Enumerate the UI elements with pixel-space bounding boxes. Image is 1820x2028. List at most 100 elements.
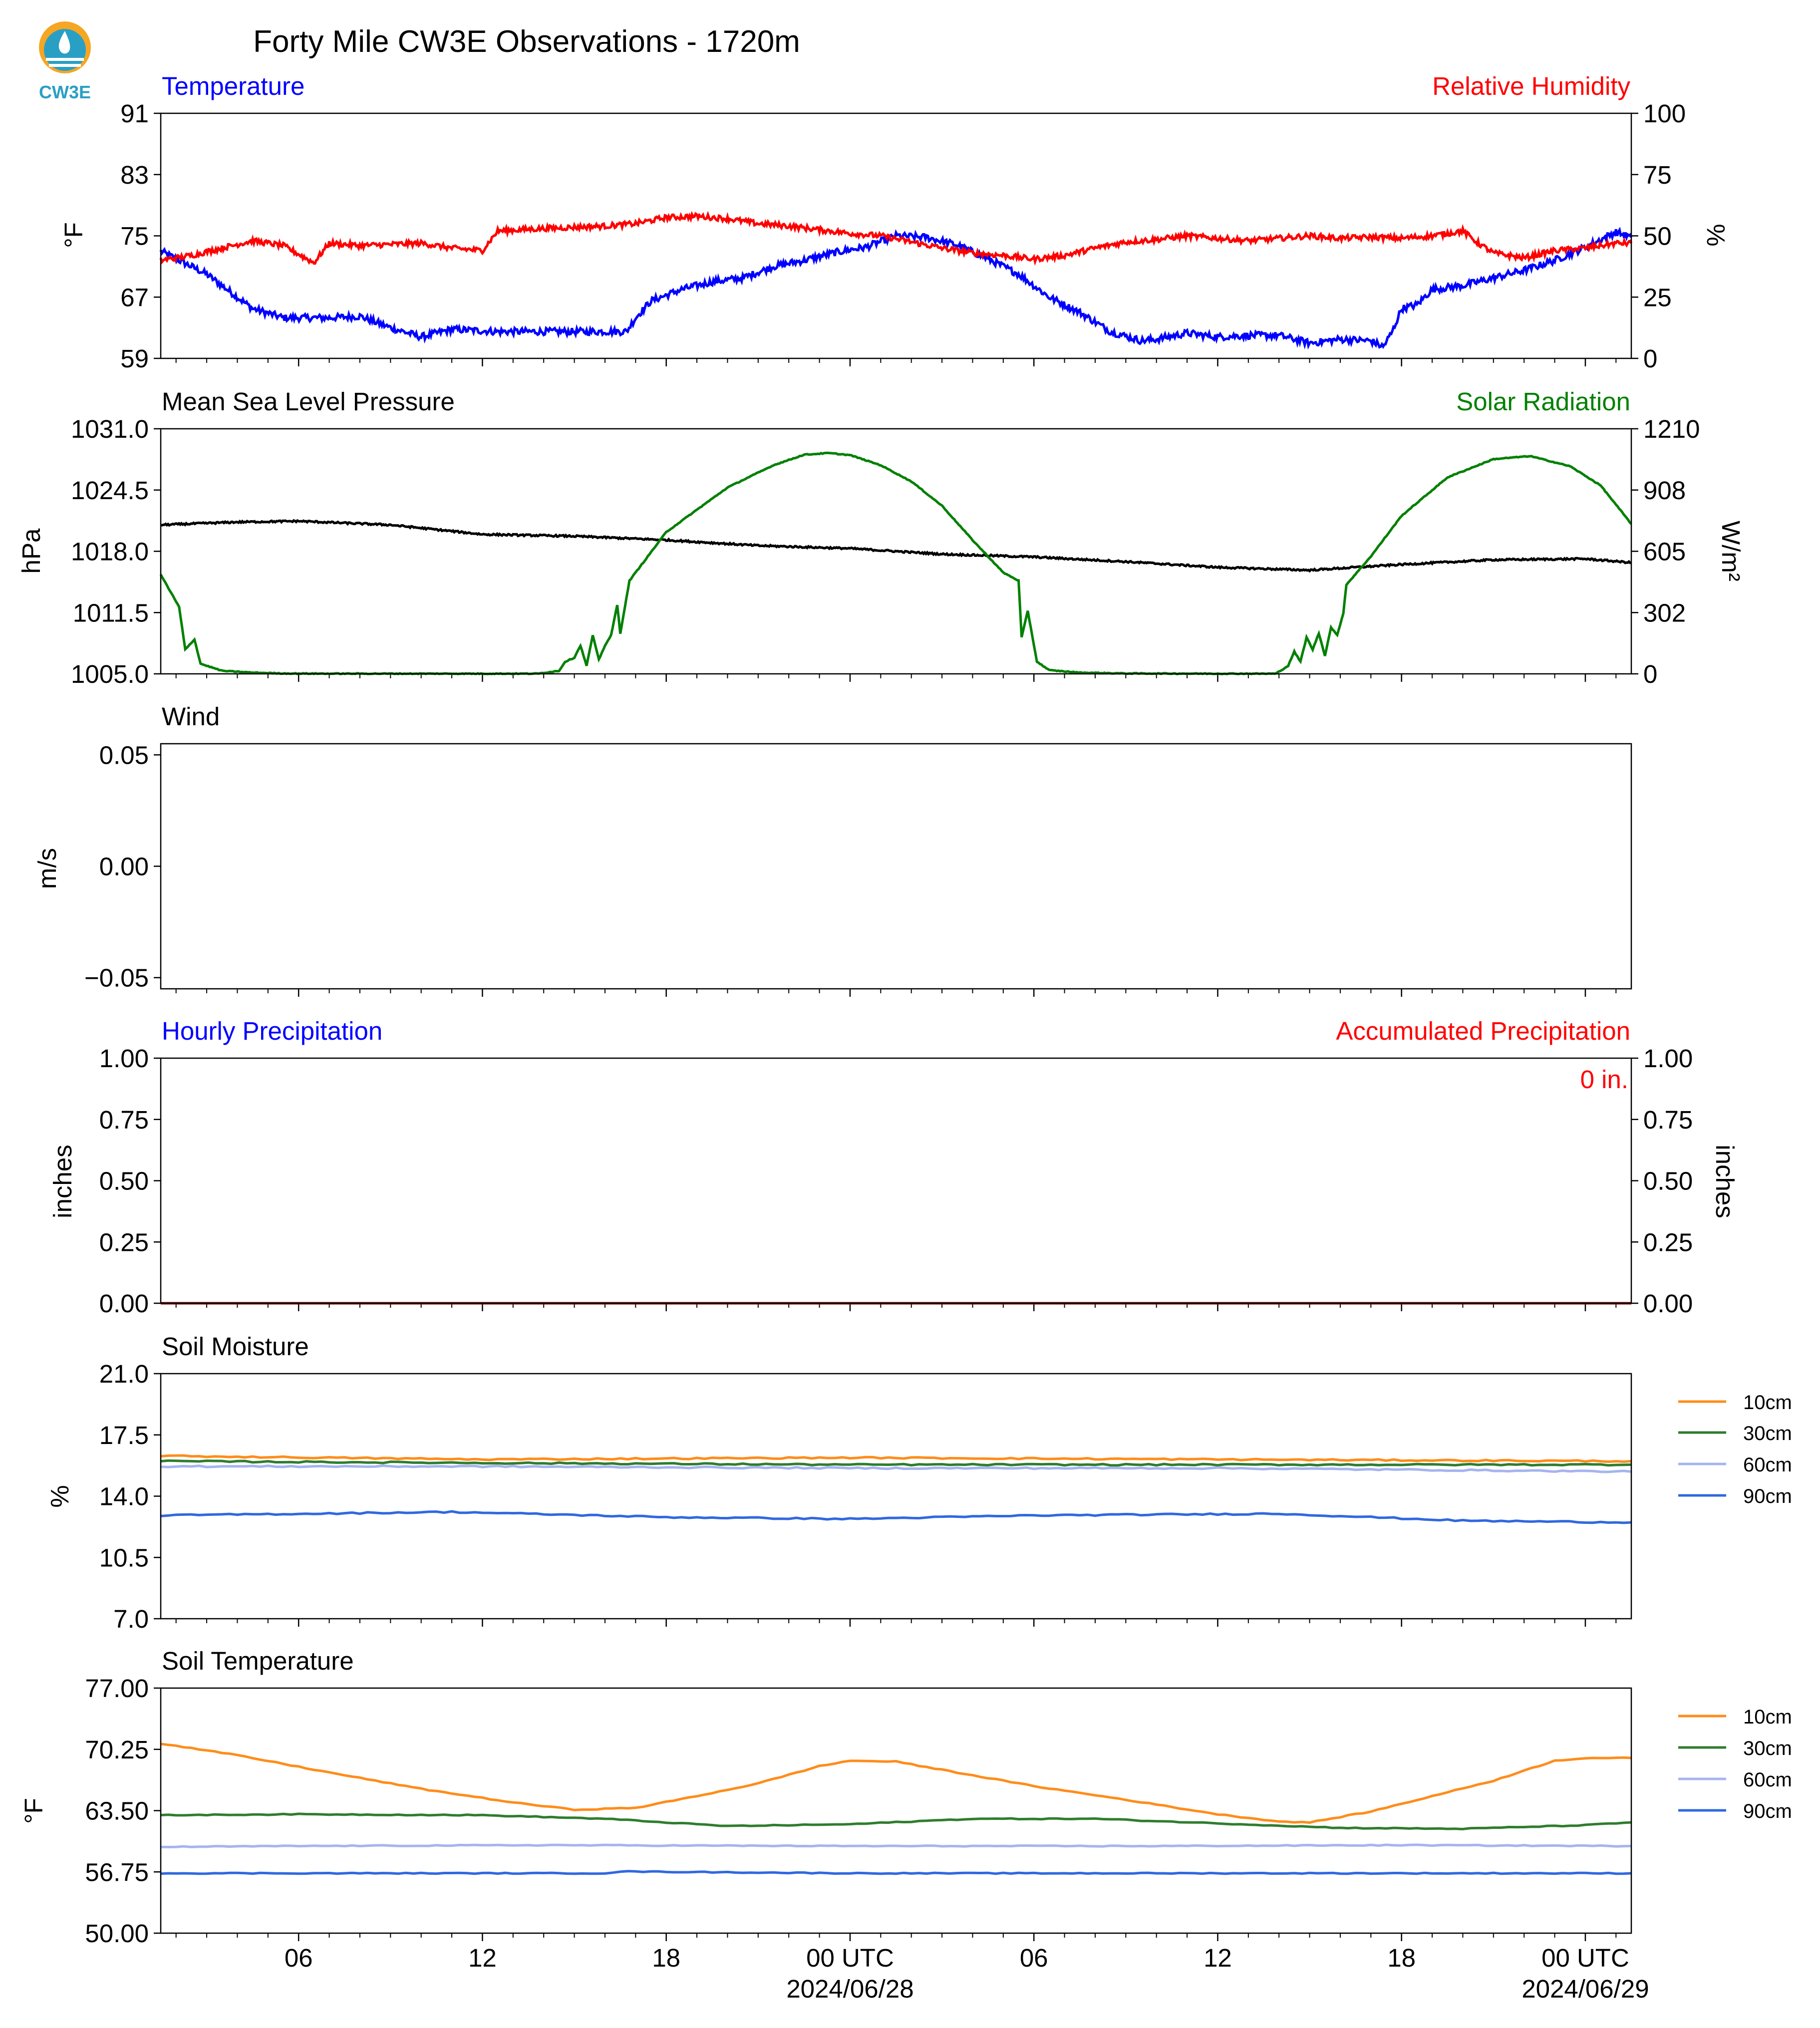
soil-moisture-y-ticks: 21.0 17.5 14.0 10.5 7.0 [99, 1360, 161, 1633]
x-tick-label: 06 [285, 1944, 313, 1972]
y-tick-label: 56.75 [85, 1858, 149, 1886]
y-tick-label: 10.5 [99, 1543, 149, 1572]
pressure-x-ticks [175, 674, 1617, 682]
solar-title: Solar Radiation [1456, 387, 1630, 416]
x-date-label: 2024/06/28 [786, 1975, 913, 2003]
panel-wind: Wind 0.05 0.00 −0.05 m/s [33, 702, 1632, 997]
pressure-title: Mean Sea Level Pressure [162, 387, 455, 416]
wind-x-ticks [175, 989, 1617, 997]
soil-moisture-plot-frame [160, 1373, 1632, 1620]
solar-y-ticks: 1210 908 605 302 0 [1631, 415, 1700, 688]
humidity-unit-label: % [1702, 224, 1730, 246]
soil-temperature-legend: 10cm 30cm 60cm 90cm [1678, 1706, 1792, 1822]
y-tick-label: 0.50 [99, 1167, 149, 1195]
legend-label-90cm: 90cm [1743, 1800, 1792, 1822]
panel-soil-temperature: Soil Temperature 77.00 70.25 63.50 56.75 50.… [19, 1647, 1792, 1948]
y-tick-label: 908 [1643, 476, 1686, 505]
y-tick-label: 1031.0 [71, 415, 149, 443]
temperature-x-ticks [175, 358, 1617, 366]
y-tick-label: 0.50 [1643, 1167, 1693, 1195]
hourly-precip-title: Hourly Precipitation [162, 1017, 382, 1045]
temperature-series-line [159, 227, 1633, 350]
y-tick-label: 605 [1643, 538, 1686, 566]
panel-pressure: Mean Sea Level Pressure Solar Radiation … [17, 387, 1745, 688]
logo-wave-icon [46, 58, 84, 61]
y-tick-label: 0.00 [99, 853, 149, 881]
soil-temp-90cm-line [160, 1870, 1632, 1875]
pressure-plot-frame [160, 428, 1632, 675]
y-tick-label: 14.0 [99, 1482, 149, 1511]
y-tick-label: 25 [1643, 283, 1672, 311]
pressure-series-line [160, 519, 1632, 573]
wind-unit-label: m/s [33, 848, 61, 889]
humidity-title: Relative Humidity [1432, 72, 1630, 100]
wind-y-ticks: 0.05 0.00 −0.05 [84, 741, 161, 992]
y-tick-label: 100 [1643, 99, 1686, 128]
y-tick-label: 1018.0 [71, 538, 149, 566]
y-tick-label: 75 [120, 222, 149, 251]
y-tick-label: 50 [1643, 222, 1672, 251]
legend-label-30cm: 30cm [1743, 1738, 1792, 1759]
precip-left-unit-label: inches [48, 1145, 77, 1218]
solar-unit-label: W/m² [1717, 521, 1745, 581]
logo-text: CW3E [39, 82, 91, 102]
soil-temperature-plot-frame [160, 1687, 1632, 1934]
y-tick-label: 1.00 [99, 1044, 149, 1073]
y-tick-label: 0.75 [1643, 1106, 1693, 1134]
y-tick-label: 0.00 [99, 1289, 149, 1318]
legend-label-10cm: 10cm [1743, 1392, 1792, 1414]
x-tick-label: 00 UTC [806, 1944, 894, 1972]
y-tick-label: 21.0 [99, 1360, 149, 1388]
y-tick-label: 67 [120, 283, 149, 311]
accum-precip-title: Accumulated Precipitation [1336, 1017, 1630, 1045]
soil-temp-60cm-line [160, 1843, 1632, 1849]
y-tick-label: 0.25 [1643, 1228, 1693, 1256]
y-tick-label: 17.5 [99, 1421, 149, 1449]
soil-temp-30cm-line [160, 1812, 1632, 1831]
panel-soil-moisture: Soil Moisture 21.0 17.5 14.0 10.5 7.0 % 10cm… [45, 1332, 1792, 1633]
soil-moisture-10cm-line [160, 1454, 1632, 1463]
humidity-y-ticks: 100 75 50 25 0 [1631, 99, 1686, 373]
soil-moisture-30cm-line [160, 1459, 1632, 1467]
logo-drop-icon [58, 31, 70, 54]
y-tick-label: 59 [120, 344, 149, 373]
soil-moisture-legend: 10cm 30cm 60cm 90cm [1678, 1392, 1792, 1507]
y-tick-label: 1.00 [1643, 1044, 1693, 1073]
y-tick-label: 77.00 [85, 1674, 149, 1703]
pressure-unit-label: hPa [17, 528, 45, 574]
y-tick-label: 0.25 [99, 1228, 149, 1256]
temperature-unit-label: °F [59, 222, 88, 248]
y-tick-label: 1005.0 [71, 660, 149, 688]
x-date-label: 2024/06/29 [1521, 1975, 1649, 2003]
wind-plot-frame [160, 743, 1632, 990]
x-tick-label: 18 [1387, 1944, 1416, 1972]
legend-label-60cm: 60cm [1743, 1769, 1792, 1791]
legend-label-10cm: 10cm [1743, 1706, 1792, 1728]
y-tick-label: 0.00 [1643, 1289, 1693, 1318]
y-tick-label: 302 [1643, 598, 1686, 627]
soil-moisture-x-ticks [175, 1619, 1617, 1627]
precip-plot-frame [160, 1057, 1632, 1304]
x-tick-label: 12 [468, 1944, 497, 1972]
soil-temperature-unit-label: °F [19, 1798, 48, 1824]
soil-temperature-x-ticks [175, 1933, 1617, 1941]
y-tick-label: 0.05 [99, 741, 149, 769]
y-tick-label: 91 [120, 99, 149, 128]
x-tick-label: 00 UTC [1541, 1944, 1629, 1972]
soil-moisture-title: Soil Moisture [162, 1332, 309, 1361]
temperature-y-ticks: 91 83 75 67 59 [120, 99, 161, 373]
y-tick-label: 83 [120, 161, 149, 189]
x-tick-label: 18 [652, 1944, 680, 1972]
panel-temperature: Temperature Relative Humidity 91 83 75 67 59… [59, 72, 1730, 373]
y-tick-label: 7.0 [113, 1605, 149, 1633]
soil-moisture-unit-label: % [45, 1485, 74, 1507]
soil-temperature-y-ticks: 77.00 70.25 63.50 56.75 50.00 [85, 1674, 161, 1948]
x-tick-label: 12 [1204, 1944, 1232, 1972]
y-tick-label: 1024.5 [71, 476, 149, 505]
legend-label-30cm: 30cm [1743, 1423, 1792, 1445]
y-tick-label: 1210 [1643, 415, 1700, 443]
y-tick-label: 50.00 [85, 1919, 149, 1948]
y-tick-label: 0 [1643, 344, 1657, 373]
